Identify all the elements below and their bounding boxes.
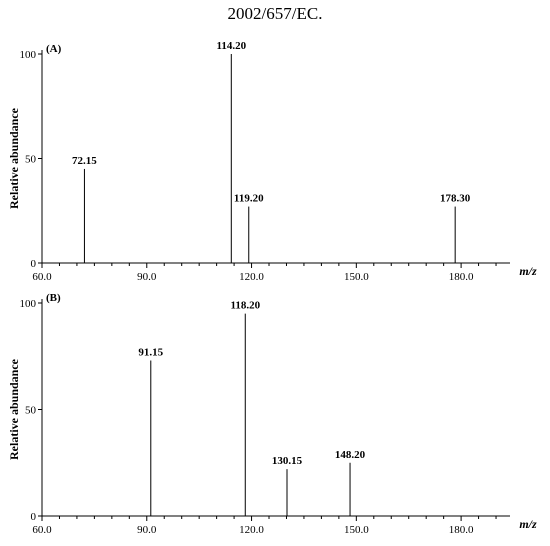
peak-label: 119.20: [234, 193, 264, 205]
peak-label: 118.20: [230, 300, 260, 312]
x-tick-label: 120.0: [239, 524, 264, 536]
x-tick-label: 90.0: [137, 271, 157, 283]
peak-label: 178.30: [440, 193, 471, 205]
spectrum-panel-a: 0 50 100 60.0 90.0 120.0 150.0 180.0 m/z Relative…: [7, 40, 537, 283]
x-tick-label: 90.0: [137, 524, 157, 536]
peak-label: 114.20: [216, 40, 246, 52]
x-axis-label: m/z: [519, 264, 537, 278]
x-axis-label: m/z: [519, 517, 537, 531]
y-axis-label: Relative abundance: [7, 107, 21, 209]
y-tick-label: 100: [20, 298, 37, 310]
x-tick-label: 150.0: [344, 271, 369, 283]
spectrum-panel-b: 0 50 100 60.0 90.0 120.0 150.0 180.0 m/z Relative…: [7, 292, 537, 536]
panel-label: (A): [46, 43, 62, 55]
peak-label: 72.15: [72, 155, 97, 167]
y-tick-label: 100: [20, 49, 37, 61]
y-tick-label: 0: [31, 258, 37, 270]
x-tick-label: 180.0: [449, 524, 474, 536]
peak-label: 148.20: [335, 449, 366, 461]
peak-label: 91.15: [138, 347, 163, 359]
y-tick-label: 50: [25, 405, 37, 417]
panel-label: (B): [46, 292, 61, 304]
y-axis-label: Relative abundance: [7, 358, 21, 460]
x-tick-label: 150.0: [344, 524, 369, 536]
y-tick-label: 50: [25, 154, 37, 166]
x-tick-label: 120.0: [239, 271, 264, 283]
x-tick-label: 60.0: [32, 271, 52, 283]
y-tick-label: 0: [31, 511, 37, 523]
peak-label: 130.15: [272, 455, 303, 467]
x-tick-label: 180.0: [449, 271, 474, 283]
header-text: 2002/657/EC.: [227, 4, 323, 23]
x-tick-label: 60.0: [32, 524, 52, 536]
